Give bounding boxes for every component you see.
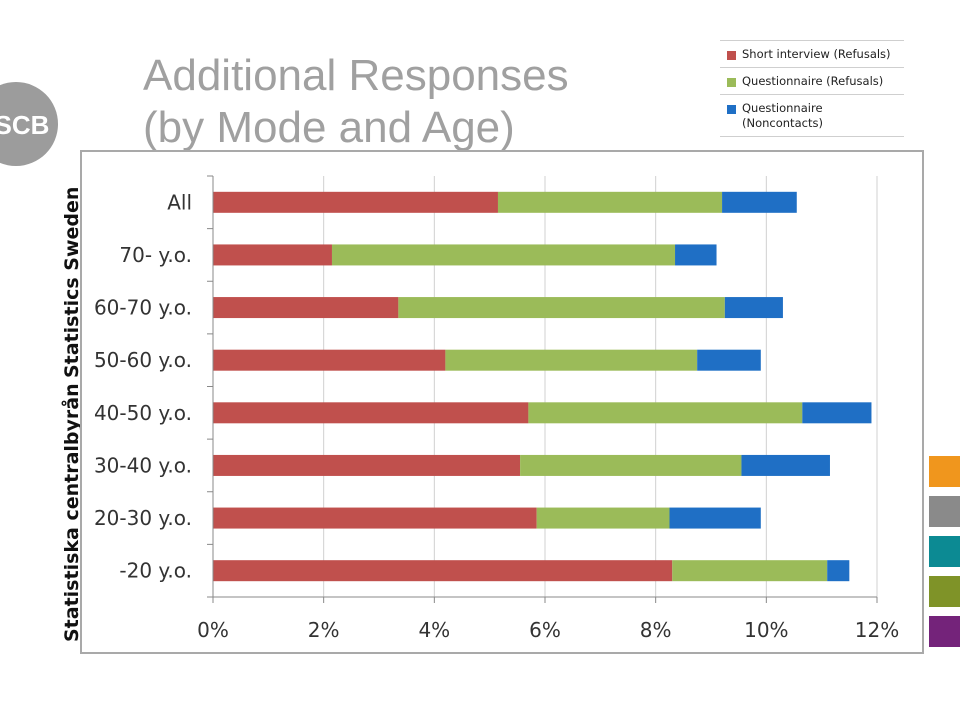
legend-swatch [727, 51, 736, 60]
logo-text: SCB [0, 110, 49, 140]
bar-segment [741, 454, 830, 476]
chart-frame [80, 150, 924, 654]
accent-square-orange [929, 456, 960, 487]
bar-segment [675, 244, 717, 266]
bar-segment [536, 507, 670, 529]
x-tick-label: 8% [640, 618, 672, 642]
x-tick-label: 6% [529, 618, 561, 642]
x-tick-label: 2% [308, 618, 340, 642]
accent-square-gray [929, 496, 960, 527]
x-tick-label: 10% [744, 618, 788, 642]
bar-segment [213, 349, 446, 371]
bar-segment [213, 507, 537, 529]
category-label: 40-50 y.o. [94, 401, 192, 425]
category-label: 70- y.o. [119, 243, 192, 267]
legend-item-short-interview: Short interview (Refusals) [720, 40, 904, 67]
bar-segment [669, 507, 761, 529]
legend-label: Questionnaire (Noncontacts) [742, 101, 823, 130]
legend-swatch [727, 78, 736, 87]
bar-segment [398, 297, 725, 319]
category-label: 20-30 y.o. [94, 506, 192, 530]
bar-segment [802, 402, 872, 424]
x-tick-label: 0% [197, 618, 229, 642]
bar-segment [213, 560, 673, 582]
legend-item-questionnaire-noncontacts: Questionnaire (Noncontacts) [720, 94, 904, 137]
bar-segment [528, 402, 803, 424]
bar-segment [213, 402, 529, 424]
bar-segment [520, 454, 742, 476]
bar-segment [697, 349, 761, 371]
legend-label: Questionnaire (Refusals) [742, 74, 884, 88]
x-tick-label: 4% [418, 618, 450, 642]
accent-square-teal [929, 536, 960, 567]
bar-segment [672, 560, 828, 582]
legend-item-questionnaire-refusals: Questionnaire (Refusals) [720, 67, 904, 94]
bar-segment [213, 244, 332, 266]
bar-segment [213, 454, 521, 476]
title-line-1: Additional Responses [143, 51, 569, 100]
category-label: All [167, 190, 192, 214]
accent-square-olive [929, 576, 960, 607]
bar-segment [213, 191, 498, 213]
accent-square-purple [929, 616, 960, 647]
bar-segment [722, 191, 797, 213]
bar-segment [724, 297, 783, 319]
category-label: 60-70 y.o. [94, 296, 192, 320]
bar-segment [827, 560, 850, 582]
category-label: -20 y.o. [119, 559, 192, 583]
legend-label: Short interview (Refusals) [742, 47, 891, 61]
slide-title: Additional Responses (by Mode and Age) [143, 50, 569, 154]
bar-segment [213, 297, 399, 319]
title-line-2: (by Mode and Age) [143, 103, 515, 152]
x-tick-label: 12% [855, 618, 899, 642]
category-label: 50-60 y.o. [94, 348, 192, 372]
bar-segment [445, 349, 698, 371]
chart-legend: Short interview (Refusals) Questionnaire… [720, 40, 904, 137]
bar-segment [331, 244, 676, 266]
legend-swatch [727, 105, 736, 114]
bar-segment [497, 191, 723, 213]
scb-logo: SCB [0, 82, 58, 166]
category-label: 30-40 y.o. [94, 453, 192, 477]
